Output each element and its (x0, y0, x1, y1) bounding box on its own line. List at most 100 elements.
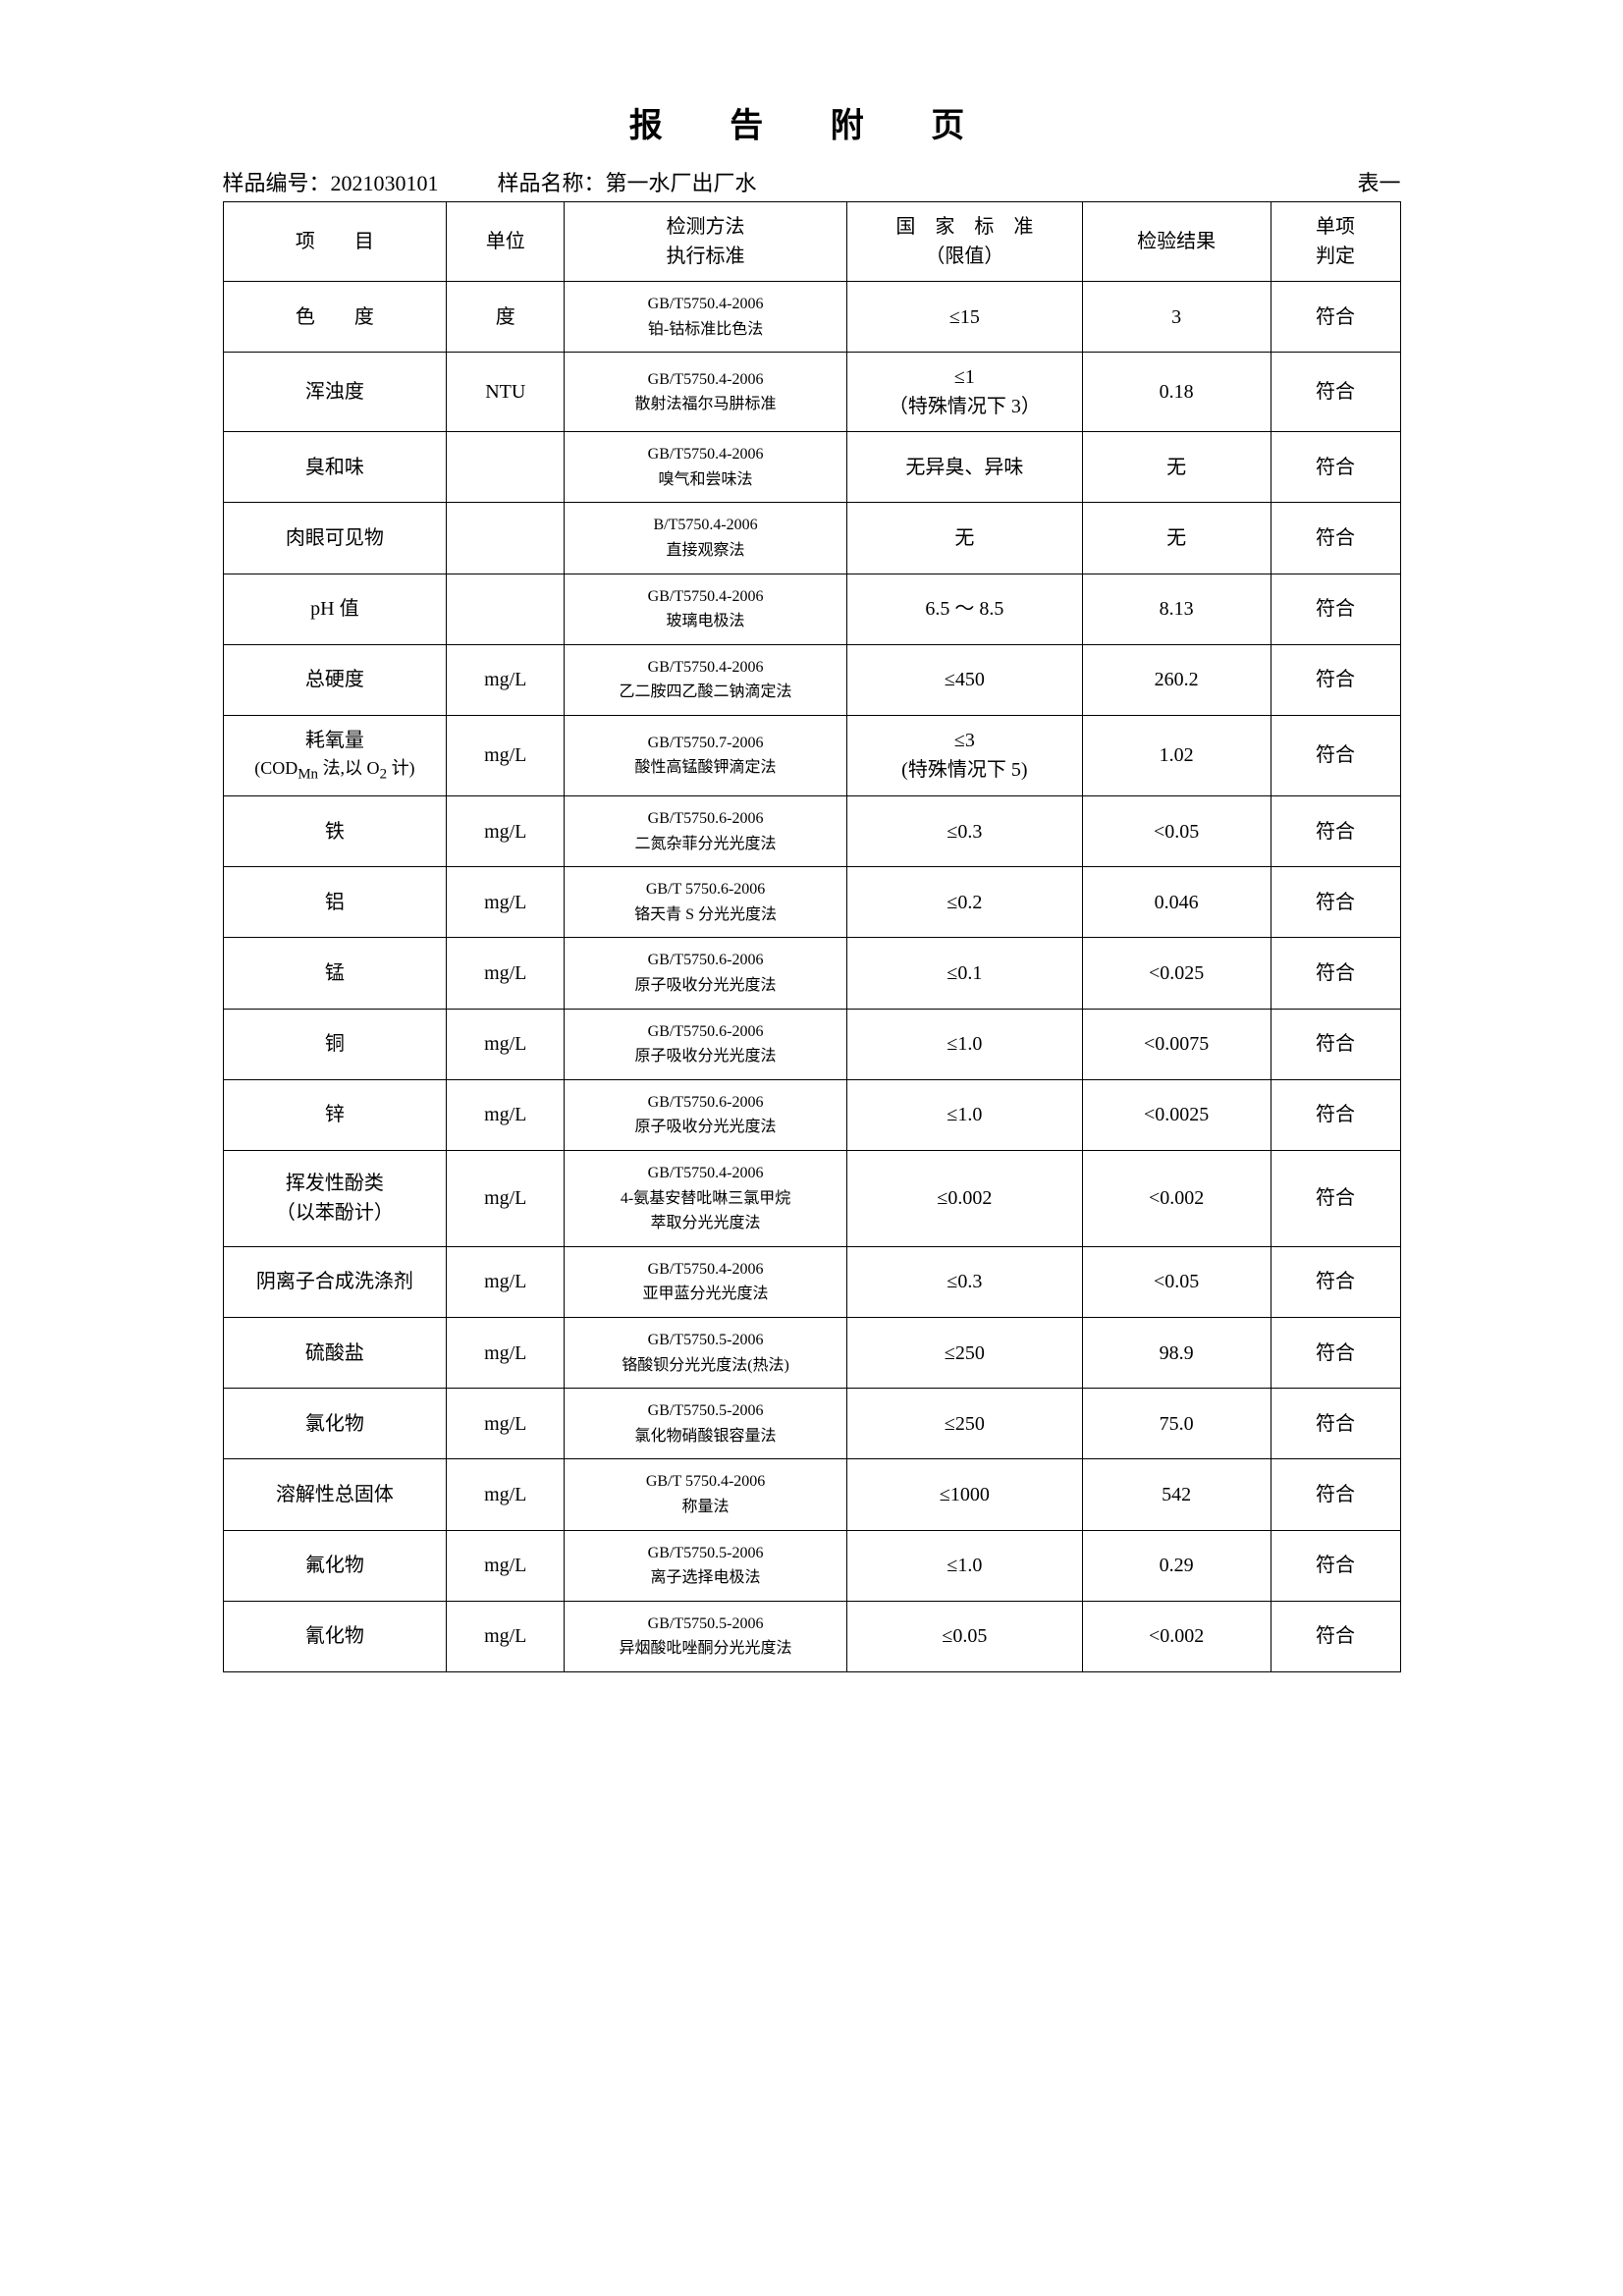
standard-cell: 无异臭、异味 (846, 432, 1082, 503)
method-cell: GB/T 5750.6-2006铬天青 S 分光光度法 (565, 867, 847, 938)
result-cell: <0.0075 (1082, 1009, 1271, 1079)
item-cell: 挥发性酚类（以苯酚计） (223, 1150, 447, 1246)
result-cell: <0.05 (1082, 1246, 1271, 1317)
col-standard-header: 国 家 标 准 （限值） (846, 202, 1082, 282)
col-item-header: 项 目 (223, 202, 447, 282)
standard-cell: ≤1.0 (846, 1530, 1082, 1601)
standard-cell: ≤0.1 (846, 938, 1082, 1009)
unit-cell: mg/L (447, 1317, 565, 1388)
table-row: 铝mg/LGB/T 5750.6-2006铬天青 S 分光光度法≤0.20.04… (223, 867, 1400, 938)
result-cell: 1.02 (1082, 715, 1271, 795)
result-cell: <0.002 (1082, 1601, 1271, 1671)
unit-cell: mg/L (447, 1601, 565, 1671)
col-verdict-line2: 判定 (1277, 242, 1394, 271)
standard-cell: ≤1000 (846, 1459, 1082, 1530)
item-cell: 铜 (223, 1009, 447, 1079)
table-row: 锌mg/LGB/T5750.6-2006原子吸收分光光度法≤1.0<0.0025… (223, 1079, 1400, 1150)
table-row: pH 值GB/T5750.4-2006玻璃电极法6.5 ～ 8.58.13符合 (223, 574, 1400, 644)
verdict-cell: 符合 (1271, 644, 1400, 715)
method-cell: B/T5750.4-2006直接观察法 (565, 503, 847, 574)
table-row: 氯化物mg/LGB/T5750.5-2006氯化物硝酸银容量法≤25075.0符… (223, 1389, 1400, 1459)
unit-cell (447, 574, 565, 644)
table-row: 铜mg/LGB/T5750.6-2006原子吸收分光光度法≤1.0<0.0075… (223, 1009, 1400, 1079)
standard-cell: ≤1.0 (846, 1009, 1082, 1079)
result-cell: 8.13 (1082, 574, 1271, 644)
method-cell: GB/T5750.5-2006离子选择电极法 (565, 1530, 847, 1601)
table-row: 臭和味GB/T5750.4-2006嗅气和尝味法无异臭、异味无符合 (223, 432, 1400, 503)
verdict-cell: 符合 (1271, 1246, 1400, 1317)
col-method-header: 检测方法 执行标准 (565, 202, 847, 282)
table-row: 阴离子合成洗涤剂mg/LGB/T5750.4-2006亚甲蓝分光光度法≤0.3<… (223, 1246, 1400, 1317)
col-standard-line2: （限值） (853, 242, 1076, 271)
table-header-row: 项 目 单位 检测方法 执行标准 国 家 标 准 （限值） 检验结果 单项 判定 (223, 202, 1400, 282)
unit-cell: mg/L (447, 644, 565, 715)
result-cell: 542 (1082, 1459, 1271, 1530)
table-row: 氰化物mg/LGB/T5750.5-2006异烟酸吡唑酮分光光度法≤0.05<0… (223, 1601, 1400, 1671)
result-cell: 0.046 (1082, 867, 1271, 938)
standard-cell: ≤250 (846, 1317, 1082, 1388)
verdict-cell: 符合 (1271, 1009, 1400, 1079)
table-body: 色 度度GB/T5750.4-2006铂-钴标准比色法≤153符合浑浊度NTUG… (223, 282, 1400, 1672)
table-row: 挥发性酚类（以苯酚计）mg/LGB/T5750.4-20064-氨基安替吡啉三氯… (223, 1150, 1400, 1246)
unit-cell: mg/L (447, 1150, 565, 1246)
item-cell: 阴离子合成洗涤剂 (223, 1246, 447, 1317)
col-standard-line1: 国 家 标 准 (853, 212, 1076, 242)
header-row: 样品编号：2021030101 样品名称：第一水厂出厂水 表一 (223, 166, 1401, 197)
verdict-cell: 符合 (1271, 1317, 1400, 1388)
verdict-cell: 符合 (1271, 1389, 1400, 1459)
method-cell: GB/T5750.7-2006酸性高锰酸钾滴定法 (565, 715, 847, 795)
verdict-cell: 符合 (1271, 867, 1400, 938)
item-cell: 铝 (223, 867, 447, 938)
report-table: 项 目 单位 检测方法 执行标准 国 家 标 准 （限值） 检验结果 单项 判定… (223, 201, 1401, 1672)
table-row: 耗氧量(CODMn 法,以 O2 计)mg/LGB/T5750.7-2006酸性… (223, 715, 1400, 795)
item-cell: 浑浊度 (223, 353, 447, 432)
col-unit-header: 单位 (447, 202, 565, 282)
page-title: 报 告 附 页 (223, 98, 1401, 146)
sample-id-value: 2021030101 (331, 171, 439, 195)
unit-cell: mg/L (447, 1459, 565, 1530)
item-cell: 氰化物 (223, 1601, 447, 1671)
col-method-line2: 执行标准 (570, 242, 840, 271)
verdict-cell: 符合 (1271, 503, 1400, 574)
method-cell: GB/T5750.4-2006亚甲蓝分光光度法 (565, 1246, 847, 1317)
item-cell: 溶解性总固体 (223, 1459, 447, 1530)
table-no: 表一 (1357, 166, 1400, 197)
standard-cell: ≤15 (846, 282, 1082, 353)
result-cell: <0.025 (1082, 938, 1271, 1009)
result-cell: <0.002 (1082, 1150, 1271, 1246)
standard-cell: 6.5 ～ 8.5 (846, 574, 1082, 644)
item-cell: 臭和味 (223, 432, 447, 503)
method-cell: GB/T5750.4-20064-氨基安替吡啉三氯甲烷萃取分光光度法 (565, 1150, 847, 1246)
sample-name-label: 样品名称： (498, 171, 606, 195)
verdict-cell: 符合 (1271, 282, 1400, 353)
item-cell: 锰 (223, 938, 447, 1009)
standard-cell: ≤0.05 (846, 1601, 1082, 1671)
unit-cell: mg/L (447, 867, 565, 938)
table-row: 铁mg/LGB/T5750.6-2006二氮杂菲分光光度法≤0.3<0.05符合 (223, 796, 1400, 867)
unit-cell: mg/L (447, 1530, 565, 1601)
unit-cell: mg/L (447, 1009, 565, 1079)
item-cell: 氯化物 (223, 1389, 447, 1459)
table-row: 肉眼可见物B/T5750.4-2006直接观察法无无符合 (223, 503, 1400, 574)
col-verdict-line1: 单项 (1277, 212, 1394, 242)
item-cell: 肉眼可见物 (223, 503, 447, 574)
standard-cell: ≤250 (846, 1389, 1082, 1459)
method-cell: GB/T5750.4-2006嗅气和尝味法 (565, 432, 847, 503)
unit-cell: mg/L (447, 1246, 565, 1317)
table-row: 浑浊度NTUGB/T5750.4-2006散射法福尔马肼标准≤1（特殊情况下 3… (223, 353, 1400, 432)
standard-cell: ≤1（特殊情况下 3） (846, 353, 1082, 432)
standard-cell: ≤0.3 (846, 1246, 1082, 1317)
item-cell: 色 度 (223, 282, 447, 353)
table-row: 总硬度mg/LGB/T5750.4-2006乙二胺四乙酸二钠滴定法≤450260… (223, 644, 1400, 715)
table-row: 色 度度GB/T5750.4-2006铂-钴标准比色法≤153符合 (223, 282, 1400, 353)
unit-cell: mg/L (447, 1389, 565, 1459)
method-cell: GB/T5750.6-2006原子吸收分光光度法 (565, 1079, 847, 1150)
verdict-cell: 符合 (1271, 938, 1400, 1009)
method-cell: GB/T 5750.4-2006称量法 (565, 1459, 847, 1530)
method-cell: GB/T5750.5-2006铬酸钡分光光度法(热法) (565, 1317, 847, 1388)
col-verdict-header: 单项 判定 (1271, 202, 1400, 282)
item-cell: pH 值 (223, 574, 447, 644)
item-cell: 铁 (223, 796, 447, 867)
method-cell: GB/T5750.5-2006异烟酸吡唑酮分光光度法 (565, 1601, 847, 1671)
method-cell: GB/T5750.5-2006氯化物硝酸银容量法 (565, 1389, 847, 1459)
